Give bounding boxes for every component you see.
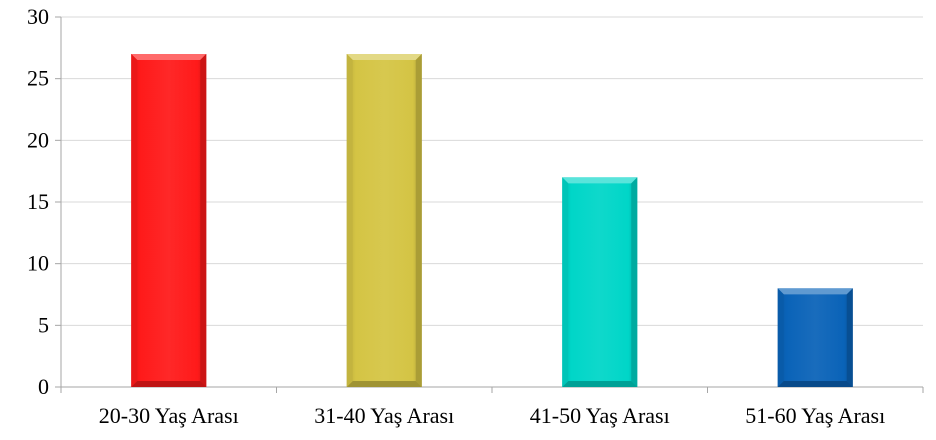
y-tick-label: 25: [27, 66, 49, 91]
bar-bevel-right: [200, 54, 207, 387]
bar-bevel-left: [777, 288, 784, 387]
y-tick-label: 30: [27, 4, 49, 29]
bar-body: [131, 54, 207, 387]
bar-bevel-top: [777, 288, 853, 295]
bar-bevel-left: [131, 54, 138, 387]
bar-body: [562, 177, 638, 387]
bar-body: [346, 54, 422, 387]
y-tick-labels: 0 5 10 15 20 25 30: [27, 4, 49, 399]
bar-body: [777, 288, 853, 387]
y-tick-label: 15: [27, 189, 49, 214]
y-tick-label: 20: [27, 127, 49, 152]
x-tick-label: 31-40 Yaş Arası: [314, 403, 454, 428]
bar-bevel-bottom: [777, 381, 853, 387]
bar: [777, 288, 853, 387]
x-tick-label: 20-30 Yaş Arası: [99, 403, 239, 428]
bar: [346, 54, 422, 387]
x-tick-label: 51-60 Yaş Arası: [745, 403, 885, 428]
bar-bevel-bottom: [131, 381, 207, 387]
bar: [562, 177, 638, 387]
y-tick-label: 5: [38, 312, 49, 337]
bar-bevel-right: [846, 288, 853, 387]
x-tick-labels: 20-30 Yaş Arası 31-40 Yaş Arası 41-50 Yaş …: [99, 403, 885, 428]
bar-bevel-bottom: [346, 381, 422, 387]
bars: [131, 54, 853, 387]
y-tick-label: 10: [27, 251, 49, 276]
bar-bevel-top: [562, 177, 638, 184]
bar-bevel-right: [415, 54, 422, 387]
bar: [131, 54, 207, 387]
bar-bevel-left: [562, 177, 569, 387]
bar-bevel-top: [346, 54, 422, 60]
bar-bevel-left: [346, 54, 353, 387]
bar-bevel-bottom: [562, 381, 638, 387]
bar-bevel-top: [131, 54, 207, 60]
x-tick-label: 41-50 Yaş Arası: [530, 403, 670, 428]
bar-bevel-right: [631, 177, 638, 387]
y-tick-label: 0: [38, 374, 49, 399]
